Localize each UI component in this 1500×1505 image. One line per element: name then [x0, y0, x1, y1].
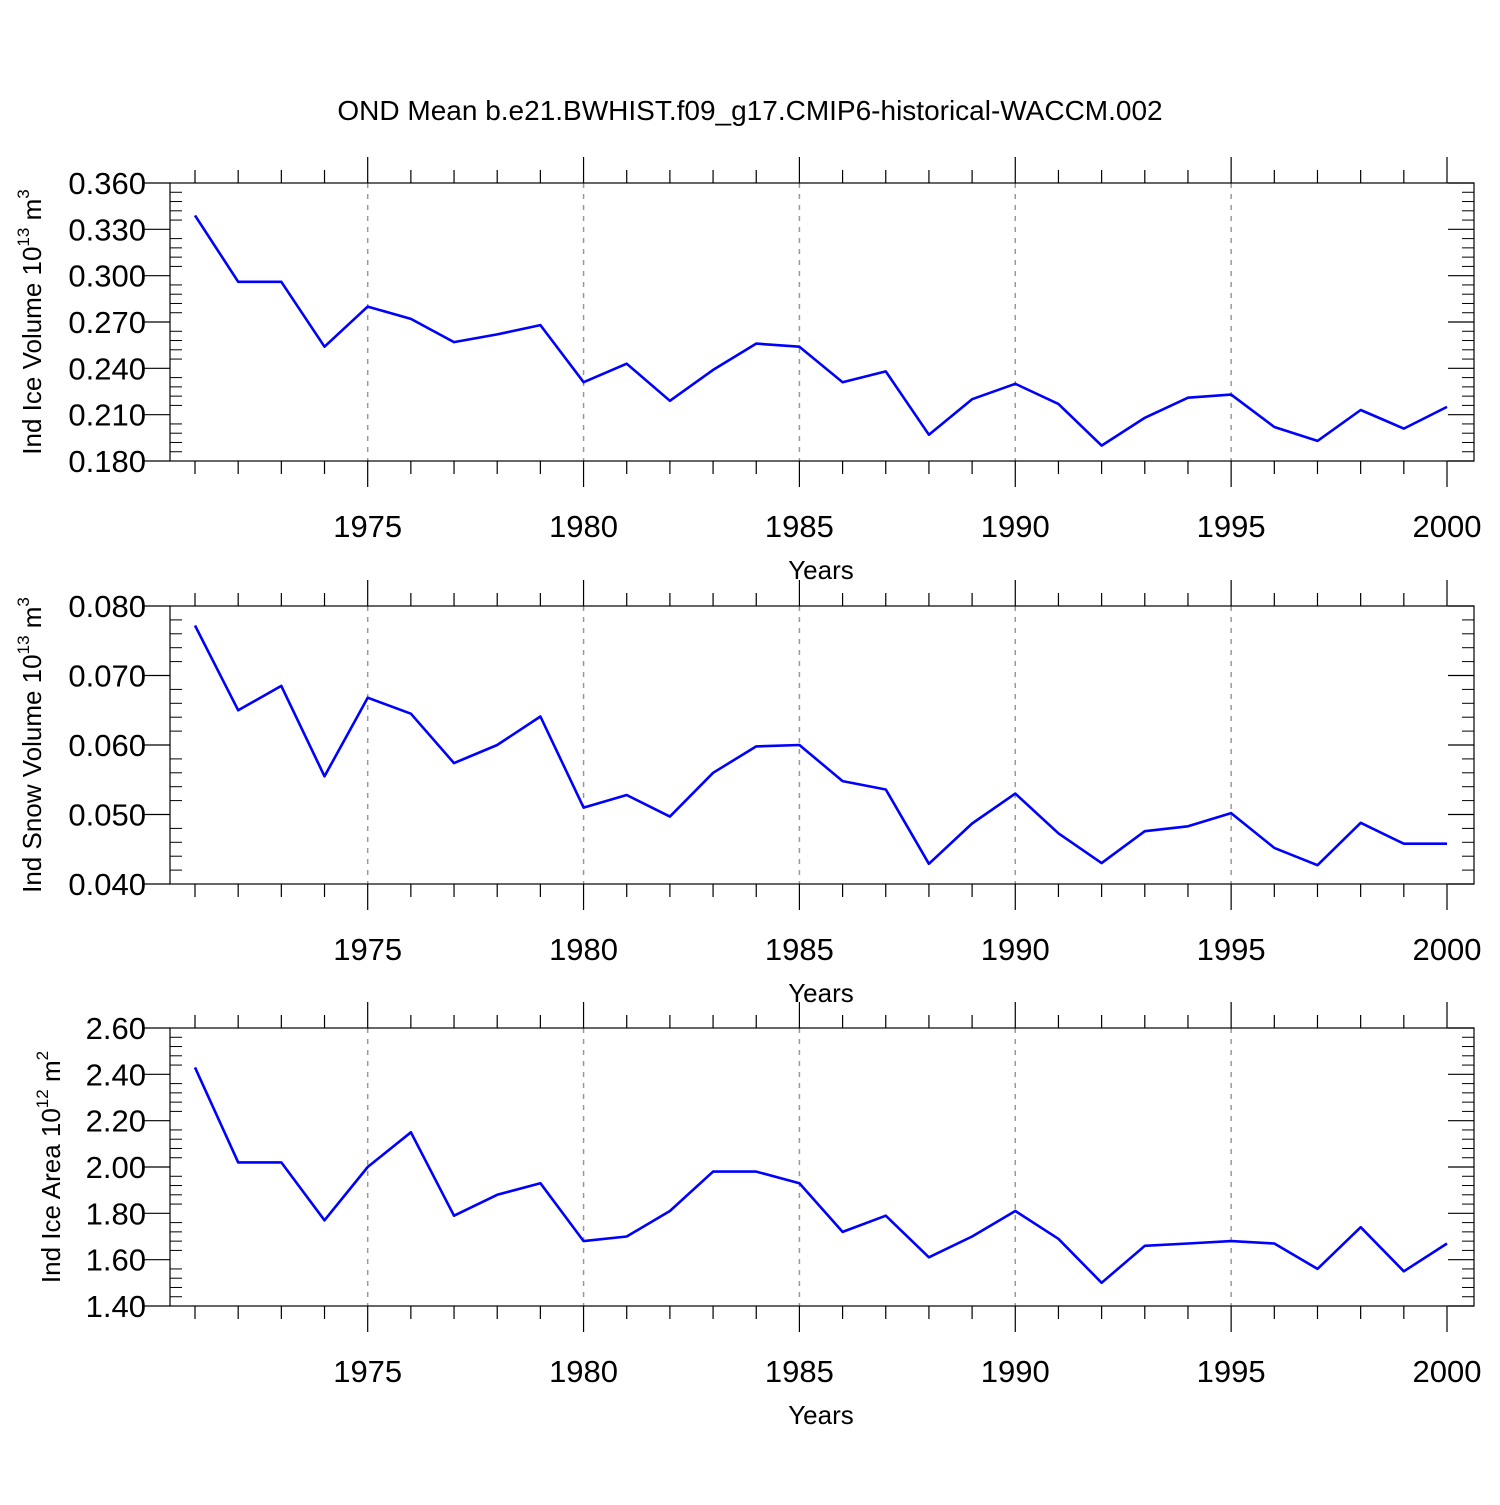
y-tick-label: 0.300 — [68, 259, 146, 294]
y-tick-label: 0.050 — [68, 798, 146, 833]
plot-frame — [170, 1028, 1474, 1306]
y-tick-label: 2.60 — [86, 1011, 146, 1046]
y-tick-label: 0.040 — [68, 867, 146, 902]
x-tick-label: 1995 — [1197, 1354, 1266, 1389]
y-tick-label: 0.210 — [68, 398, 146, 433]
x-tick-label: 1995 — [1197, 932, 1266, 967]
y-tick-label: 0.270 — [68, 305, 146, 340]
y-tick-label: 1.80 — [86, 1196, 146, 1231]
series-line — [195, 215, 1447, 445]
y-axis-title: Ind Ice Volume 1013 m3 — [14, 189, 47, 454]
x-tick-label: 1985 — [765, 1354, 834, 1389]
y-tick-label: 2.20 — [86, 1104, 146, 1139]
plot-frame — [170, 606, 1474, 884]
x-tick-label: 2000 — [1413, 509, 1482, 544]
x-tick-label: 1985 — [765, 932, 834, 967]
x-tick-label: 1980 — [549, 509, 618, 544]
series-line — [195, 626, 1447, 866]
x-axis-title: Years — [788, 1400, 854, 1430]
x-tick-label: 1990 — [981, 509, 1050, 544]
x-tick-label: 1975 — [333, 932, 402, 967]
y-tick-label: 2.00 — [86, 1150, 146, 1185]
x-tick-label: 1980 — [549, 932, 618, 967]
y-tick-label: 1.60 — [86, 1243, 146, 1278]
y-tick-label: 0.240 — [68, 351, 146, 386]
plot-frame — [170, 183, 1474, 461]
y-tick-label: 0.080 — [68, 589, 146, 624]
x-tick-label: 1990 — [981, 932, 1050, 967]
x-tick-label: 1975 — [333, 1354, 402, 1389]
chart-panel-2: 0.040 0.050 0.060 0.070 0.080 1975 1980 1985 199… — [14, 580, 1481, 1008]
y-tick-label: 2.40 — [86, 1057, 146, 1092]
y-tick-label: 1.40 — [86, 1289, 146, 1324]
x-tick-label: 1995 — [1197, 509, 1266, 544]
y-tick-label: 0.180 — [68, 444, 146, 479]
y-axis-title: Ind Snow Volume 1013 m3 — [14, 597, 47, 893]
y-axis-title: Ind Ice Area 1012 m2 — [33, 1051, 66, 1283]
x-tick-label: 2000 — [1413, 932, 1482, 967]
y-tick-label: 0.060 — [68, 728, 146, 763]
y-tick-label: 0.330 — [68, 212, 146, 247]
chart-panel-1: 0.180 0.210 0.240 0.270 0.300 0.330 0.360 1975 1… — [14, 157, 1481, 585]
y-tick-label: 0.360 — [68, 166, 146, 201]
x-tick-label: 1980 — [549, 1354, 618, 1389]
x-tick-label: 1990 — [981, 1354, 1050, 1389]
x-axis-title: Years — [788, 978, 854, 1008]
x-axis-title: Years — [788, 555, 854, 585]
x-tick-label: 1985 — [765, 509, 834, 544]
y-tick-label: 0.070 — [68, 659, 146, 694]
figure-title: OND Mean b.e21.BWHIST.f09_g17.CMIP6-hist… — [337, 95, 1162, 126]
series-line — [195, 1067, 1447, 1282]
chart-panel-3: 1.40 1.60 1.80 2.00 2.20 2.40 2.60 1975 1980 1985… — [33, 1002, 1481, 1430]
x-tick-label: 2000 — [1413, 1354, 1482, 1389]
x-tick-label: 1975 — [333, 509, 402, 544]
